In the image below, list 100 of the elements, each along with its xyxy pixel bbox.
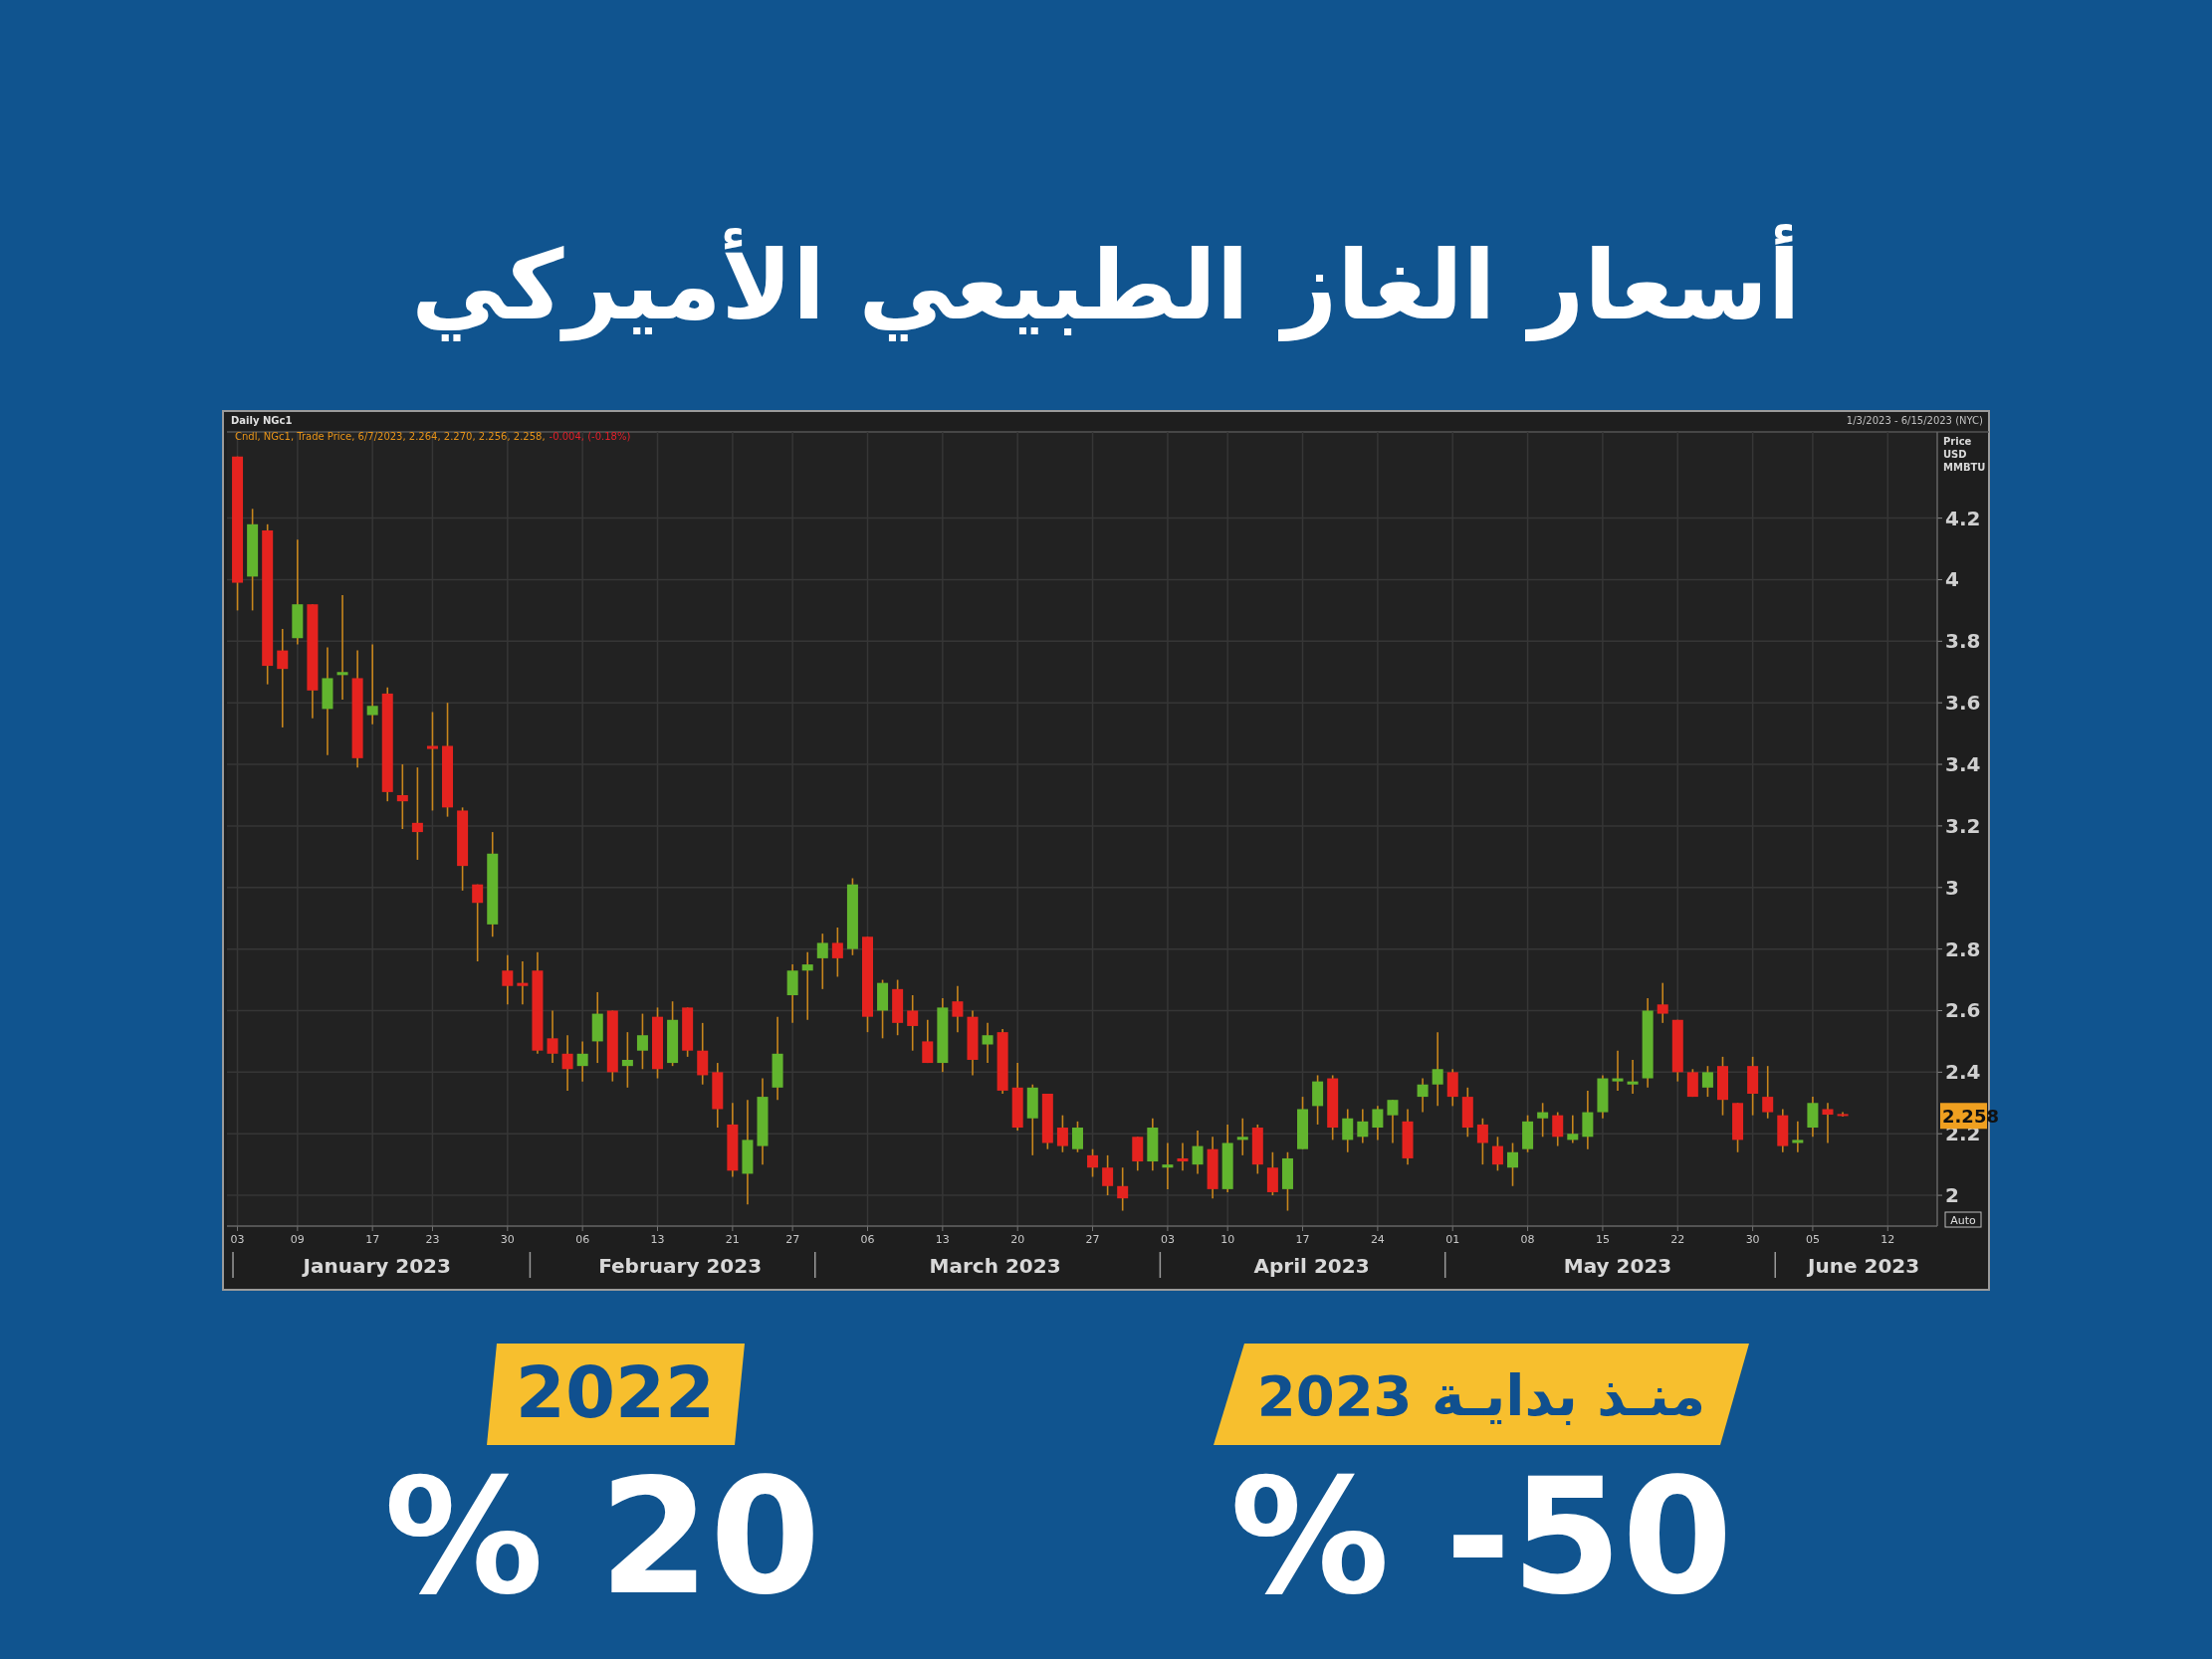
candlestick <box>1342 1108 1354 1153</box>
x-tick-label: 27 <box>1085 1233 1100 1246</box>
candlestick <box>1762 1065 1774 1120</box>
text: 2022 <box>515 1350 716 1434</box>
candlestick <box>576 1040 588 1083</box>
candlestick <box>277 628 289 728</box>
text: February 2023 <box>598 1254 763 1278</box>
candlestick <box>1491 1136 1503 1172</box>
candlestick <box>1432 1031 1443 1108</box>
x-tick-label: 05 <box>1805 1233 1820 1246</box>
x-tick-label: 09 <box>290 1233 305 1246</box>
candlestick <box>1236 1117 1248 1156</box>
x-tick-label: 03 <box>1160 1233 1175 1246</box>
candlestick <box>1476 1117 1488 1165</box>
candlestick <box>1612 1049 1624 1092</box>
y-tick-label: 3 <box>1945 875 1959 900</box>
candlestick <box>831 927 843 978</box>
candlestick <box>547 1009 558 1064</box>
x-tick-label: 21 <box>725 1233 740 1246</box>
text: January 2023 <box>301 1254 451 1278</box>
candlestick <box>816 933 828 990</box>
x-tick-label: 13 <box>935 1233 950 1246</box>
candlestick <box>1507 1141 1519 1187</box>
x-tick-label: 22 <box>1670 1233 1685 1246</box>
x-tick-label: 17 <box>1295 1233 1310 1246</box>
candlestick <box>1357 1108 1369 1144</box>
x-tick-label: 12 <box>1880 1233 1895 1246</box>
candlestick <box>1537 1102 1549 1139</box>
y-tick-label: 3.8 <box>1945 629 1981 654</box>
x-tick-label: 01 <box>1445 1233 1460 1246</box>
candlestick <box>502 954 514 1006</box>
x-tick-label: 30 <box>1745 1233 1760 1246</box>
x-tick-label: 03 <box>230 1233 245 1246</box>
text: 1/3/2023 - 6/15/2023 (NYC) <box>1846 415 1984 426</box>
candlestick <box>1567 1114 1579 1144</box>
candlestick <box>636 1012 648 1071</box>
candlestick <box>1162 1141 1174 1190</box>
annotation: -0.004, (-0.18%) <box>549 431 631 442</box>
x-tick-label: 15 <box>1595 1233 1610 1246</box>
candlestick <box>1102 1154 1114 1196</box>
y-tick-label: 4 <box>1945 567 1959 592</box>
chart-title: أسعار الغاز الطبيعي الأميركي <box>411 224 1801 342</box>
x-tick-label: 06 <box>575 1233 590 1246</box>
candlestick <box>621 1031 633 1089</box>
x-tick-label: 08 <box>1520 1233 1535 1246</box>
candlestick <box>922 1018 934 1064</box>
text: % 20 <box>383 1444 821 1630</box>
y-axis-title: Price USD MMBTU <box>1943 436 1986 473</box>
candlestick <box>1087 1147 1099 1178</box>
candlestick <box>1056 1114 1068 1153</box>
y-tick-label: 4.2 <box>1945 506 1981 530</box>
text: April 2023 <box>1253 1254 1370 1278</box>
text: March 2023 <box>929 1254 1061 1278</box>
candlestick <box>907 994 919 1052</box>
x-tick-label: 24 <box>1370 1233 1385 1246</box>
candlestick <box>1552 1111 1564 1147</box>
y-tick-label: 3.4 <box>1945 752 1981 777</box>
candlestick <box>1117 1166 1129 1212</box>
x-tick-label: 17 <box>365 1233 380 1246</box>
candlestick <box>1387 1099 1399 1144</box>
y-tick-label: 2.8 <box>1945 936 1981 961</box>
candlestick <box>982 1022 994 1064</box>
x-tick-label: 27 <box>785 1233 800 1246</box>
candlestick <box>1177 1141 1189 1172</box>
y-tick-label: 3.6 <box>1945 691 1981 716</box>
x-tick-label: 30 <box>500 1233 515 1246</box>
candlestick <box>396 763 408 830</box>
candlestick <box>1071 1121 1083 1153</box>
candlestick <box>1822 1102 1834 1144</box>
x-tick-label: 06 <box>860 1233 875 1246</box>
candlestick <box>1701 1065 1713 1098</box>
candlestick <box>1657 981 1668 1024</box>
candlestick <box>336 594 348 701</box>
candlestick <box>1627 1059 1639 1095</box>
candlestick <box>411 766 423 861</box>
text: June 2023 <box>1806 1254 1920 1278</box>
candlestick <box>801 950 813 1021</box>
annotation: Cndl, NGc1, Trade Price, 6/7/2023, 2.264, 2.270, 2.256, 2.258, <box>235 431 546 442</box>
candlestick <box>1192 1130 1204 1175</box>
x-tick-label: 23 <box>425 1233 440 1246</box>
x-tick-label: 10 <box>1220 1233 1235 1246</box>
text: May 2023 <box>1563 1254 1672 1278</box>
y-tick-label: 2.4 <box>1945 1060 1981 1085</box>
y-tick-label: 2 <box>1945 1183 1959 1208</box>
text: Daily NGc1 <box>231 415 293 426</box>
candlestick <box>517 960 529 1006</box>
y-tick-label: 3.2 <box>1945 813 1981 838</box>
y-tick-label: 2.6 <box>1945 998 1981 1023</box>
candlestick <box>561 1034 573 1092</box>
text: منـذ بدايـة 2023 <box>1256 1363 1706 1428</box>
candlestick <box>1792 1121 1804 1153</box>
candlestick <box>472 883 484 962</box>
text: Auto <box>1950 1214 1977 1227</box>
candlestick <box>1372 1105 1384 1141</box>
candlestick <box>952 984 964 1033</box>
x-tick-label: 20 <box>1010 1233 1025 1246</box>
candlestick <box>1417 1077 1429 1114</box>
candlestick <box>366 643 378 726</box>
candlestick <box>426 711 438 812</box>
text: % -50 <box>1229 1444 1733 1630</box>
